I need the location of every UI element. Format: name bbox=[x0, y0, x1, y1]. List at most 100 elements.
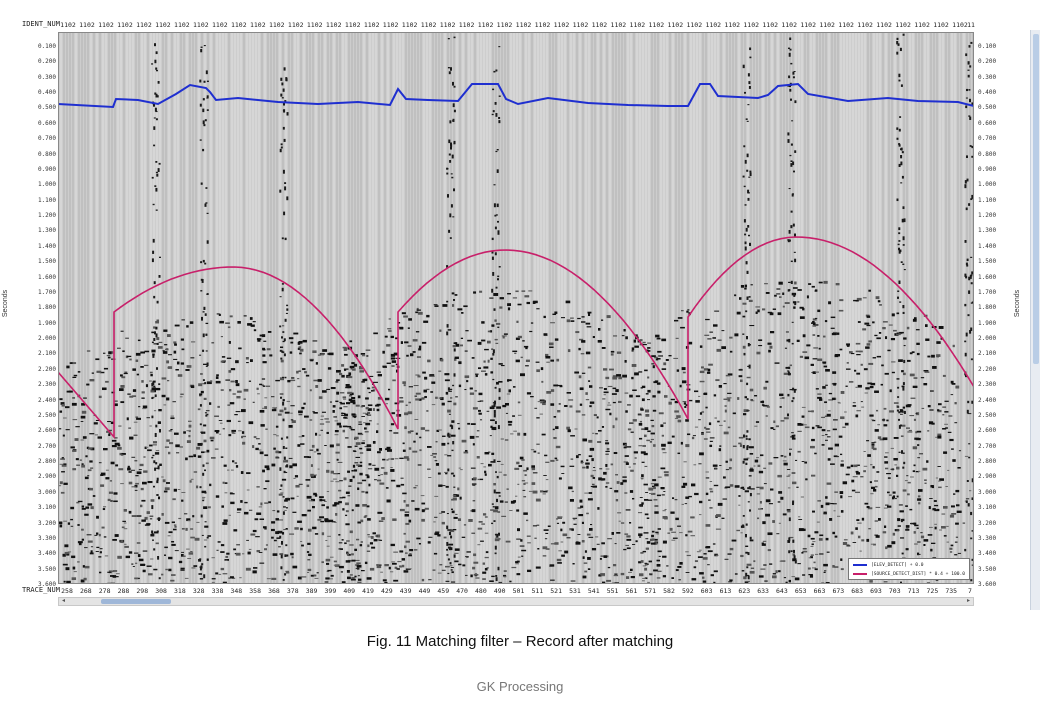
seismic-amplitude-mark bbox=[386, 362, 391, 365]
seismic-amplitude-mark bbox=[651, 538, 655, 541]
seismic-amplitude-mark bbox=[153, 485, 155, 488]
seismic-plot[interactable] bbox=[58, 32, 974, 584]
vertical-scrollbar[interactable] bbox=[1030, 30, 1040, 610]
seismic-amplitude-mark bbox=[255, 447, 259, 451]
seismic-amplitude-mark bbox=[690, 516, 695, 519]
seismic-amplitude-mark bbox=[898, 227, 901, 231]
seismic-amplitude-mark bbox=[446, 513, 449, 515]
seismic-amplitude-mark bbox=[114, 403, 118, 407]
seismic-amplitude-mark bbox=[782, 460, 787, 462]
seismic-amplitude-mark bbox=[903, 461, 906, 465]
seismic-amplitude-mark bbox=[780, 420, 785, 422]
y-tick-right: 1.400 bbox=[978, 242, 997, 250]
seismic-amplitude-mark bbox=[155, 171, 158, 174]
ident-num-tick: 1102 bbox=[933, 21, 949, 29]
seismic-amplitude-mark bbox=[744, 284, 748, 288]
seismic-amplitude-mark bbox=[349, 394, 353, 397]
seismic-amplitude-mark bbox=[852, 476, 858, 478]
seismic-amplitude-mark bbox=[832, 565, 835, 568]
seismic-amplitude-mark bbox=[645, 547, 650, 550]
seismic-amplitude-mark bbox=[930, 548, 933, 552]
seismic-amplitude-mark bbox=[332, 410, 335, 413]
seismic-amplitude-mark bbox=[704, 426, 707, 429]
seismic-amplitude-mark bbox=[658, 355, 664, 357]
seismic-amplitude-mark bbox=[221, 505, 224, 508]
seismic-amplitude-mark bbox=[603, 391, 609, 394]
seismic-amplitude-mark bbox=[906, 475, 909, 477]
seismic-amplitude-mark bbox=[643, 532, 649, 534]
seismic-amplitude-mark bbox=[694, 560, 698, 563]
seismic-amplitude-mark bbox=[793, 251, 796, 253]
seismic-amplitude-mark bbox=[588, 536, 594, 538]
seismic-amplitude-mark bbox=[334, 420, 339, 422]
seismic-amplitude-mark bbox=[152, 381, 155, 386]
seismic-amplitude-mark bbox=[613, 575, 619, 577]
seismic-amplitude-mark bbox=[867, 382, 872, 385]
seismic-amplitude-mark bbox=[556, 518, 559, 520]
seismic-amplitude-mark bbox=[965, 275, 968, 279]
seismic-amplitude-mark bbox=[945, 486, 948, 487]
seismic-amplitude-mark bbox=[220, 544, 225, 547]
seismic-amplitude-mark bbox=[452, 384, 455, 387]
seismic-amplitude-mark bbox=[197, 443, 203, 446]
scroll-right-icon[interactable]: ▸ bbox=[966, 598, 970, 604]
seismic-amplitude-mark bbox=[756, 457, 759, 459]
seismic-amplitude-mark bbox=[363, 378, 368, 381]
seismic-amplitude-mark bbox=[155, 51, 158, 55]
seismic-amplitude-mark bbox=[905, 404, 911, 408]
seismic-amplitude-mark bbox=[117, 446, 122, 450]
seismic-amplitude-mark bbox=[850, 353, 855, 355]
seismic-amplitude-mark bbox=[863, 368, 868, 371]
seismic-amplitude-mark bbox=[400, 477, 404, 479]
seismic-amplitude-mark bbox=[390, 479, 396, 482]
seismic-amplitude-mark bbox=[938, 486, 942, 489]
seismic-amplitude-mark bbox=[269, 354, 273, 357]
seismic-amplitude-mark bbox=[966, 88, 968, 92]
seismic-amplitude-mark bbox=[787, 487, 791, 489]
seismic-amplitude-mark bbox=[525, 365, 529, 367]
seismic-amplitude-mark bbox=[912, 385, 918, 388]
y-tick-left: 2.700 bbox=[37, 442, 56, 450]
seismic-amplitude-mark bbox=[674, 418, 679, 419]
seismic-amplitude-mark bbox=[928, 506, 931, 510]
seismic-amplitude-mark bbox=[340, 402, 346, 405]
seismic-amplitude-mark bbox=[573, 523, 577, 525]
seismic-amplitude-mark bbox=[722, 498, 728, 500]
seismic-amplitude-mark bbox=[949, 547, 953, 550]
seismic-amplitude-mark bbox=[931, 354, 935, 358]
scroll-left-icon[interactable]: ◂ bbox=[61, 598, 65, 604]
seismic-amplitude-mark bbox=[671, 531, 676, 533]
vertical-scroll-thumb[interactable] bbox=[1033, 34, 1039, 364]
seismic-amplitude-mark bbox=[155, 387, 161, 391]
seismic-amplitude-mark bbox=[575, 331, 580, 334]
seismic-amplitude-mark bbox=[393, 352, 399, 356]
seismic-amplitude-mark bbox=[821, 444, 825, 446]
seismic-amplitude-mark bbox=[862, 297, 867, 299]
seismic-amplitude-mark bbox=[504, 501, 509, 503]
seismic-amplitude-mark bbox=[642, 565, 646, 567]
seismic-amplitude-mark bbox=[846, 368, 851, 370]
horizontal-scroll-thumb[interactable] bbox=[101, 599, 171, 604]
seismic-amplitude-mark bbox=[699, 572, 704, 575]
horizontal-scrollbar[interactable]: ◂ ▸ bbox=[58, 597, 974, 606]
seismic-amplitude-mark bbox=[965, 498, 970, 500]
seismic-amplitude-mark bbox=[198, 573, 202, 575]
seismic-amplitude-mark bbox=[840, 391, 845, 394]
seismic-amplitude-mark bbox=[964, 240, 967, 243]
seismic-amplitude-mark bbox=[382, 458, 386, 461]
seismic-amplitude-mark bbox=[373, 539, 378, 542]
seismic-amplitude-mark bbox=[61, 457, 64, 460]
seismic-amplitude-mark bbox=[868, 289, 871, 292]
seismic-amplitude-mark bbox=[131, 486, 137, 488]
seismic-amplitude-mark bbox=[903, 337, 907, 340]
seismic-amplitude-mark bbox=[163, 329, 168, 332]
seismic-amplitude-mark bbox=[792, 161, 795, 166]
seismic-amplitude-mark bbox=[887, 349, 891, 352]
seismic-amplitude-mark bbox=[283, 138, 286, 142]
seismic-amplitude-mark bbox=[898, 79, 901, 82]
seismic-amplitude-mark bbox=[204, 469, 206, 472]
seismic-amplitude-mark bbox=[352, 475, 355, 479]
seismic-amplitude-mark bbox=[292, 511, 297, 513]
seismic-amplitude-mark bbox=[202, 311, 205, 313]
seismic-amplitude-mark bbox=[823, 563, 828, 567]
